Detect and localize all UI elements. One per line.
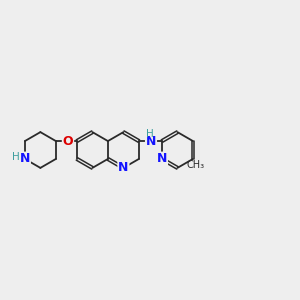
Text: H: H [12,152,20,163]
Text: N: N [20,152,30,165]
Text: O: O [63,135,73,148]
Text: N: N [146,135,156,148]
Text: N: N [157,152,167,165]
Text: CH₃: CH₃ [187,160,205,170]
Text: H: H [146,129,154,139]
Text: N: N [118,161,129,174]
